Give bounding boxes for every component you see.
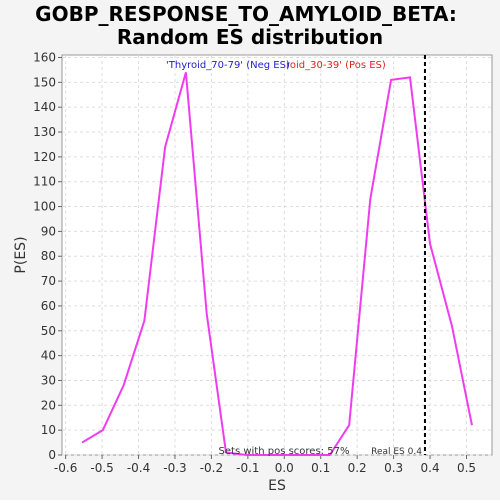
y-tick-label: 140 xyxy=(33,100,56,114)
line-series xyxy=(81,72,473,456)
x-tick-label: 0.0 xyxy=(275,461,294,475)
y-tick-label: 120 xyxy=(33,150,56,164)
chart-title: GOBP_RESPONSE_TO_AMYLOID_BETA: xyxy=(35,2,457,26)
x-tick-label: -0.2 xyxy=(200,461,223,475)
y-tick-label: 110 xyxy=(33,175,56,189)
y-axis-label: P(ES) xyxy=(13,236,29,273)
y-tick-label: 60 xyxy=(41,299,56,313)
y-tick-label: 100 xyxy=(33,200,56,214)
x-tick-label: 0.4 xyxy=(421,461,440,475)
y-tick-label: 20 xyxy=(41,398,56,412)
x-tick-label: -0.4 xyxy=(127,461,150,475)
real-es-label: Real ES 0.4 xyxy=(371,447,422,457)
y-tick-label: 90 xyxy=(41,224,56,238)
y-tick-label: 160 xyxy=(33,50,56,64)
y-tick-label: 10 xyxy=(41,423,56,437)
x-tick-label: -0.5 xyxy=(90,461,113,475)
y-tick-label: 130 xyxy=(33,125,56,139)
x-tick-label: 0.5 xyxy=(457,461,476,475)
x-tick-label: 0.1 xyxy=(311,461,330,475)
x-tick-label: 0.3 xyxy=(384,461,403,475)
x-axis-label: ES xyxy=(268,478,286,494)
chart-subtitle: Random ES distribution xyxy=(117,25,383,49)
plot-area xyxy=(61,54,493,456)
legend-entry: 'Thyroid_70-79' (Neg ES) xyxy=(166,60,290,71)
annotation: Sets with pos scores: 57% xyxy=(219,446,350,457)
y-tick-label: 150 xyxy=(33,75,56,89)
y-tick-label: 80 xyxy=(41,249,56,263)
x-tick-label: -0.6 xyxy=(54,461,77,475)
x-tick-label: -0.3 xyxy=(163,461,186,475)
y-tick-label: 40 xyxy=(41,349,56,363)
y-tick-label: 30 xyxy=(41,373,56,387)
y-tick-label: 0 xyxy=(48,448,56,462)
legend-entry: roid_30-39' (Pos ES) xyxy=(286,60,386,71)
y-tick-label: 50 xyxy=(41,324,56,338)
x-tick-label: 0.2 xyxy=(348,461,367,475)
x-tick-label: -0.1 xyxy=(236,461,259,475)
y-tick-label: 70 xyxy=(41,274,56,288)
